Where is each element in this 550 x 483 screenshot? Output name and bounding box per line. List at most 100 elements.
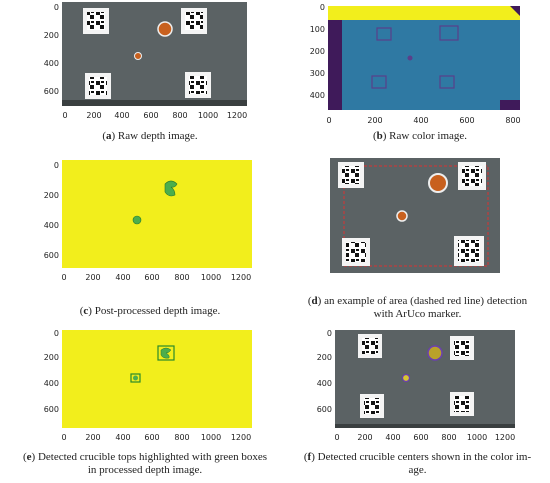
x-axis-ticks: 0 200 400 600 800 1000 1200 bbox=[61, 433, 251, 442]
svg-text:600: 600 bbox=[144, 273, 159, 282]
svg-text:600: 600 bbox=[44, 251, 59, 260]
crucible-icon bbox=[164, 180, 178, 197]
svg-text:800: 800 bbox=[174, 433, 189, 442]
plot-detected-tops: 0 200 400 600 800 1000 1200 0 200 400 60… bbox=[44, 329, 252, 442]
crucible-icon bbox=[407, 55, 413, 61]
x-axis-ticks: 0 200 400 600 800 1000 1200 bbox=[61, 273, 251, 282]
crucible-icon bbox=[396, 210, 408, 222]
aruco-marker-icon bbox=[342, 238, 370, 266]
svg-text:1000: 1000 bbox=[198, 111, 218, 120]
plot-raw-color: 0 200 400 600 800 0 100 200 300 400 bbox=[310, 3, 521, 125]
photo-area-detection bbox=[330, 158, 500, 273]
aruco-marker-icon bbox=[358, 334, 382, 358]
crucible-icon bbox=[133, 375, 138, 381]
svg-text:0: 0 bbox=[54, 3, 59, 12]
caption-b: (b) Raw color image. bbox=[372, 130, 468, 142]
svg-text:800: 800 bbox=[441, 433, 456, 442]
svg-text:0: 0 bbox=[62, 111, 67, 120]
aruco-marker-icon bbox=[450, 392, 474, 416]
svg-text:200: 200 bbox=[317, 353, 332, 362]
svg-text:200: 200 bbox=[86, 111, 101, 120]
svg-text:600: 600 bbox=[317, 405, 332, 414]
svg-text:1000: 1000 bbox=[201, 433, 221, 442]
green-detection-box bbox=[130, 373, 141, 383]
svg-text:600: 600 bbox=[459, 116, 474, 125]
svg-text:600: 600 bbox=[44, 405, 59, 414]
detected-area-outline bbox=[343, 165, 489, 267]
svg-text:600: 600 bbox=[144, 433, 159, 442]
aruco-marker-icon bbox=[454, 236, 484, 266]
svg-text:200: 200 bbox=[44, 31, 59, 40]
color-map bbox=[328, 6, 520, 110]
plot-raw-depth: 0 200 400 600 800 1000 1200 0 200 400 60… bbox=[44, 2, 247, 120]
aruco-marker-icon bbox=[83, 8, 109, 34]
svg-text:1000: 1000 bbox=[201, 273, 221, 282]
aruco-marker-icon bbox=[458, 162, 486, 190]
svg-text:0: 0 bbox=[326, 116, 331, 125]
x-axis-ticks: 0 200 400 600 800 bbox=[326, 116, 520, 125]
svg-text:1200: 1200 bbox=[495, 433, 515, 442]
svg-text:800: 800 bbox=[505, 116, 520, 125]
crucible-icon bbox=[428, 173, 448, 193]
aruco-marker-icon bbox=[338, 162, 364, 188]
crucible-icon bbox=[132, 215, 142, 225]
crucible-icon bbox=[160, 347, 172, 359]
depth-map bbox=[62, 160, 252, 268]
svg-text:800: 800 bbox=[172, 111, 187, 120]
x-axis-ticks: 0 200 400 600 800 1000 1200 bbox=[62, 111, 247, 120]
y-axis-ticks: 0 100 200 300 400 bbox=[310, 3, 325, 100]
svg-text:0: 0 bbox=[334, 433, 339, 442]
svg-text:0: 0 bbox=[327, 329, 332, 338]
crucible-icon bbox=[401, 373, 411, 383]
svg-text:200: 200 bbox=[357, 433, 372, 442]
y-axis-ticks: 0 200 400 600 bbox=[44, 161, 59, 260]
y-axis-ticks: 0 200 400 600 bbox=[44, 3, 59, 96]
svg-text:0: 0 bbox=[61, 433, 66, 442]
svg-text:400: 400 bbox=[115, 273, 130, 282]
svg-text:400: 400 bbox=[44, 379, 59, 388]
svg-text:200: 200 bbox=[85, 273, 100, 282]
aruco-marker-icon bbox=[85, 73, 111, 99]
svg-text:400: 400 bbox=[44, 221, 59, 230]
svg-text:200: 200 bbox=[44, 353, 59, 362]
svg-text:200: 200 bbox=[85, 433, 100, 442]
plot-post-depth: 0 200 400 600 800 1000 1200 0 200 400 60… bbox=[44, 160, 252, 282]
svg-text:1000: 1000 bbox=[467, 433, 487, 442]
svg-text:100: 100 bbox=[310, 25, 325, 34]
svg-text:200: 200 bbox=[44, 191, 59, 200]
svg-text:400: 400 bbox=[413, 116, 428, 125]
svg-text:800: 800 bbox=[174, 273, 189, 282]
svg-text:0: 0 bbox=[320, 3, 325, 12]
svg-text:200: 200 bbox=[310, 47, 325, 56]
svg-text:400: 400 bbox=[114, 111, 129, 120]
svg-text:400: 400 bbox=[310, 91, 325, 100]
crucible-icon bbox=[134, 52, 142, 60]
caption-c: (c) Post-processed depth image. bbox=[79, 305, 221, 317]
caption-f: (f) Detected crucible centers shown in t… bbox=[303, 451, 532, 476]
svg-text:300: 300 bbox=[310, 69, 325, 78]
svg-text:400: 400 bbox=[317, 379, 332, 388]
svg-text:400: 400 bbox=[115, 433, 130, 442]
svg-text:200: 200 bbox=[367, 116, 382, 125]
plot-detected-centers: 0 200 400 600 800 1000 1200 0 200 400 60… bbox=[317, 329, 515, 442]
svg-text:1200: 1200 bbox=[231, 433, 251, 442]
crucible-icon bbox=[157, 21, 173, 37]
green-detection-box bbox=[157, 345, 175, 361]
crucible-icon bbox=[427, 345, 443, 361]
svg-text:0: 0 bbox=[54, 329, 59, 338]
y-axis-ticks: 0 200 400 600 bbox=[44, 329, 59, 414]
svg-text:600: 600 bbox=[143, 111, 158, 120]
x-axis-ticks: 0 200 400 600 800 1000 1200 bbox=[334, 433, 515, 442]
caption-a: (a) Raw depth image. bbox=[102, 130, 198, 142]
depth-map bbox=[62, 330, 252, 428]
aruco-marker-icon bbox=[360, 394, 384, 418]
aruco-marker-icon bbox=[181, 8, 207, 34]
svg-text:0: 0 bbox=[54, 161, 59, 170]
caption-e: (e) Detected crucible tops highlighted w… bbox=[22, 451, 268, 476]
aruco-marker-icon bbox=[450, 336, 474, 360]
svg-text:1200: 1200 bbox=[231, 273, 251, 282]
svg-text:400: 400 bbox=[44, 59, 59, 68]
svg-text:400: 400 bbox=[385, 433, 400, 442]
svg-text:0: 0 bbox=[61, 273, 66, 282]
aruco-marker-icon bbox=[371, 25, 459, 89]
